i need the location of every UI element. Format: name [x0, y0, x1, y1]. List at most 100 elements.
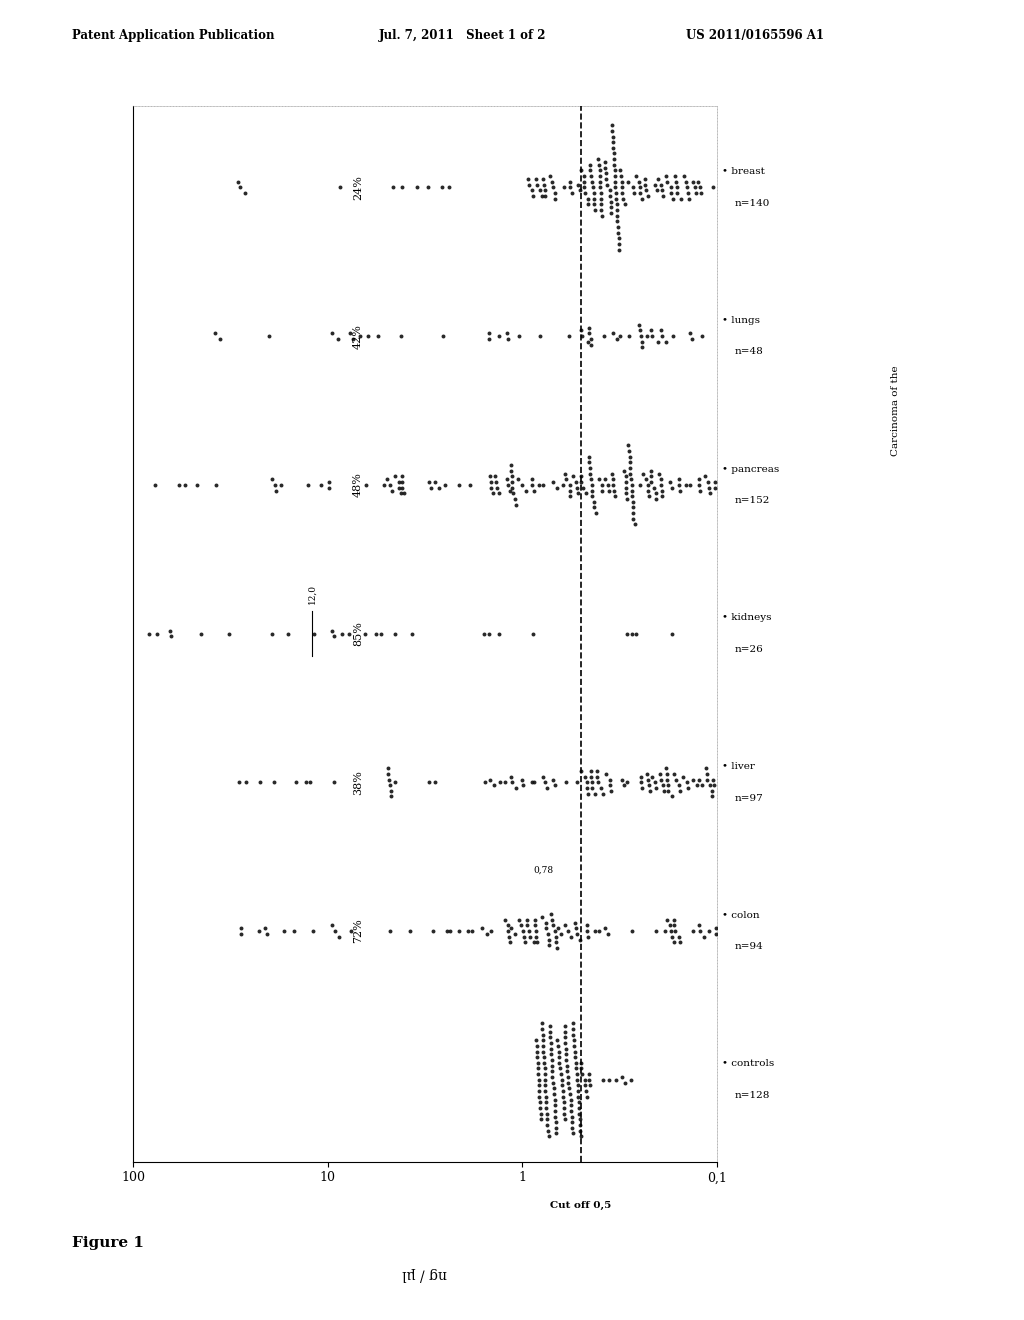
Point	[580, 331, 596, 352]
Point	[520, 174, 537, 195]
Point	[646, 772, 663, 793]
Point	[640, 486, 656, 507]
Point	[645, 477, 662, 498]
Point	[322, 477, 338, 498]
Point	[490, 623, 507, 644]
Point	[565, 1012, 582, 1034]
Point	[586, 491, 602, 512]
Point	[604, 125, 621, 147]
Point	[503, 766, 519, 787]
Point	[611, 228, 628, 249]
Point	[673, 189, 689, 210]
Point	[582, 1074, 598, 1096]
Point	[558, 772, 574, 793]
Point	[306, 623, 323, 644]
Point	[544, 172, 560, 193]
Point	[546, 1077, 562, 1098]
Point	[536, 1041, 552, 1063]
Text: Jul. 7, 2011   Sheet 1 of 2: Jul. 7, 2011 Sheet 1 of 2	[379, 29, 547, 42]
Point	[557, 915, 573, 936]
Point	[330, 329, 346, 350]
Point	[451, 474, 467, 495]
Point	[562, 1084, 579, 1105]
Point	[571, 1109, 588, 1130]
Point	[551, 1041, 567, 1063]
Point	[669, 177, 685, 198]
Point	[600, 923, 616, 944]
Point	[394, 466, 411, 487]
Point	[664, 182, 680, 203]
Point	[582, 154, 598, 176]
Point	[547, 775, 563, 796]
Point	[275, 920, 292, 941]
Point	[555, 1086, 571, 1107]
Point	[538, 180, 554, 201]
Point	[394, 471, 411, 492]
Point	[357, 474, 374, 495]
Text: n=94: n=94	[734, 942, 763, 952]
Point	[597, 162, 613, 183]
Point	[394, 477, 411, 498]
Point	[701, 477, 718, 498]
Point	[534, 185, 550, 206]
Point	[691, 474, 708, 495]
Point	[550, 917, 566, 939]
Point	[613, 770, 630, 791]
Point	[698, 763, 715, 784]
Point	[561, 1077, 578, 1098]
Point	[621, 326, 637, 347]
Point	[476, 623, 493, 644]
Point	[529, 1052, 546, 1073]
Point	[544, 1067, 560, 1088]
Point	[602, 775, 618, 796]
Point	[556, 1097, 572, 1118]
Point	[559, 1061, 575, 1082]
Point	[588, 503, 604, 524]
Point	[381, 920, 397, 941]
Point	[571, 929, 588, 950]
Text: 85%: 85%	[353, 622, 362, 645]
Point	[633, 326, 649, 347]
Point	[334, 623, 350, 644]
Point	[543, 1032, 559, 1053]
Point	[538, 185, 554, 206]
Point	[607, 182, 624, 203]
Point	[566, 912, 583, 933]
Point	[571, 180, 588, 201]
Point	[390, 477, 407, 498]
Point	[531, 1081, 548, 1102]
Text: • colon: • colon	[722, 911, 760, 920]
Point	[528, 1035, 545, 1056]
Point	[563, 1089, 580, 1110]
Point	[529, 174, 546, 195]
Point	[632, 177, 648, 198]
Point	[421, 772, 437, 793]
Point	[532, 1109, 549, 1130]
Text: US 2011/0165596 A1: US 2011/0165596 A1	[686, 29, 824, 42]
Point	[579, 1086, 595, 1107]
Point	[232, 177, 249, 198]
Point	[634, 337, 650, 358]
Point	[706, 775, 722, 796]
Point	[580, 927, 596, 948]
Point	[538, 912, 554, 933]
Point	[515, 775, 531, 796]
Text: 24%: 24%	[353, 176, 362, 199]
Point	[609, 205, 626, 226]
Point	[162, 620, 178, 642]
Point	[584, 777, 600, 799]
Point	[542, 935, 558, 956]
Point	[480, 323, 497, 345]
Point	[581, 446, 597, 467]
Point	[562, 927, 579, 948]
Point	[624, 623, 640, 644]
Point	[528, 1041, 545, 1063]
Point	[618, 623, 635, 644]
Point	[632, 319, 648, 341]
Point	[526, 772, 543, 793]
Point	[545, 1072, 561, 1093]
Point	[572, 1052, 589, 1073]
Point	[331, 927, 347, 948]
Point	[540, 1121, 556, 1142]
Point	[568, 477, 585, 498]
